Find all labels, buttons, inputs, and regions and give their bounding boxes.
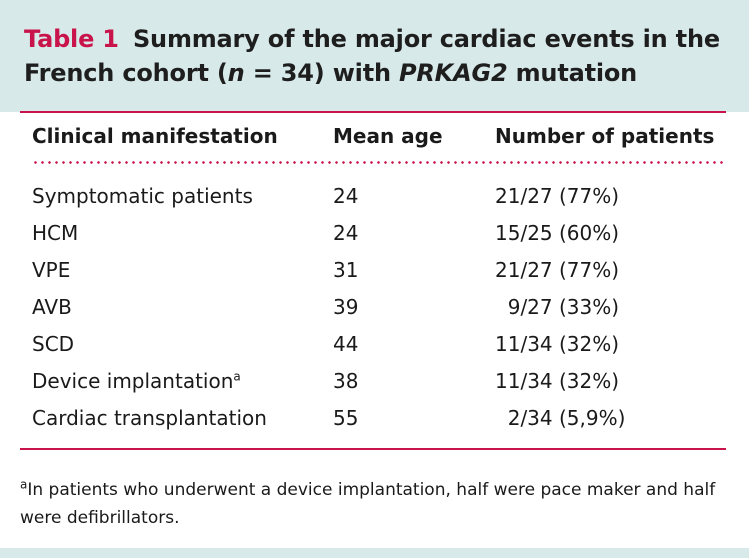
table-row: Cardiac transplantation 55 2/34 (5,9%) [20, 403, 726, 433]
footnote-marker: a [20, 477, 28, 492]
cell-patients: 11/34 (32%) [495, 369, 620, 393]
table-row: HCM 24 15/25 (60%) [20, 218, 726, 248]
title-text-part3: mutation [507, 59, 638, 87]
cell-patients: 21/27 (77%) [495, 258, 620, 282]
cell-mean-age: 38 [333, 369, 359, 393]
header-dotted-rule [32, 161, 726, 164]
title-gene: PRKAG2 [399, 59, 508, 87]
table-footnote: aIn patients who underwent a device impl… [20, 476, 730, 532]
cell-mean-age: 24 [333, 184, 359, 208]
table-row: VPE 31 21/27 (77%) [20, 255, 726, 285]
table-header-row: Clinical manifestation Mean age Number o… [20, 121, 726, 151]
cell-manifestation: HCM [32, 221, 79, 245]
cell-patients: 11/34 (32%) [495, 332, 620, 356]
table-label: Table 1 [24, 25, 119, 53]
table-top-rule [20, 111, 726, 113]
cell-mean-age: 55 [333, 406, 359, 430]
cell-patients: 2/34 (5,9%) [495, 406, 626, 430]
cell-mean-age: 44 [333, 332, 359, 356]
cell-manifestation: VPE [32, 258, 71, 282]
cardiac-events-table: Clinical manifestation Mean age Number o… [20, 111, 726, 461]
cell-patients: 9/27 (33%) [495, 295, 620, 319]
table-bottom-rule [20, 448, 726, 450]
cell-mean-age: 39 [333, 295, 359, 319]
table-row: Symptomatic patients 24 21/27 (77%) [20, 181, 726, 211]
cell-manifestation: SCD [32, 332, 75, 356]
cell-mean-age: 24 [333, 221, 359, 245]
cell-mean-age: 31 [333, 258, 359, 282]
cell-manifestation: Cardiac transplantation [32, 406, 267, 430]
title-band [0, 0, 749, 112]
cell-patients: 15/25 (60%) [495, 221, 620, 245]
cell-manifestation: AVB [32, 295, 72, 319]
table-row: SCD 44 11/34 (32%) [20, 329, 726, 359]
bottom-band [0, 548, 749, 558]
title-text-part2: = 34) with [244, 59, 400, 87]
footnote-marker: a [233, 369, 241, 384]
cell-manifestation: Device implantationa [32, 366, 241, 396]
table-row: AVB 39 9/27 (33%) [20, 292, 726, 322]
cell-manifestation: Symptomatic patients [32, 184, 253, 208]
cell-manifestation-text: Device implantation [32, 369, 234, 393]
header-number-of-patients: Number of patients [495, 124, 715, 148]
title-text-part1: Summary of the major cardiac events in t… [24, 25, 720, 87]
table-title: Table 1 Summary of the major cardiac eve… [24, 22, 734, 90]
header-mean-age: Mean age [333, 124, 443, 148]
cell-patients: 21/27 (77%) [495, 184, 620, 208]
title-n-symbol: n [227, 59, 245, 87]
table-row: Device implantationa 38 11/34 (32%) [20, 366, 726, 396]
footnote-text: In patients who underwent a device impla… [20, 480, 716, 528]
header-clinical-manifestation: Clinical manifestation [32, 124, 278, 148]
